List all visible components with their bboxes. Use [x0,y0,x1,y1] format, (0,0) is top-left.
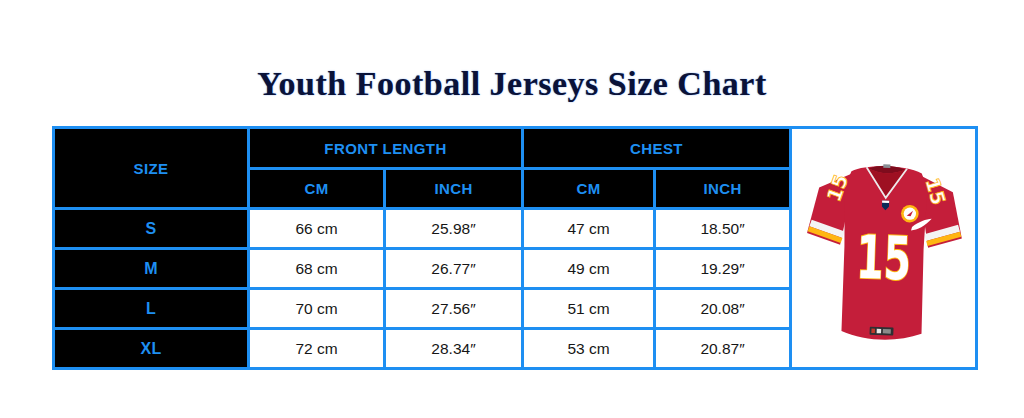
front-length-inch-cell: 27.56″ [385,289,523,329]
subheader-chest-cm: CM [523,169,655,209]
front-length-cm-cell: 70 cm [249,289,385,329]
subheader-front-inch: INCH [385,169,523,209]
col-header-size: SIZE [54,128,249,209]
subheader-chest-inch: INCH [655,169,791,209]
size-cell: S [54,209,249,249]
jersey-chest-number: 15 [855,222,912,294]
size-cell: L [54,289,249,329]
chest-cm-cell: 49 cm [523,249,655,289]
collar-tag [883,164,890,168]
chest-inch-cell: 18.50″ [655,209,791,249]
chest-inch-cell: 19.29″ [655,249,791,289]
col-header-chest: CHEST [523,128,791,169]
front-length-cm-cell: 72 cm [249,329,385,369]
col-header-front-length: FRONT LENGTH [249,128,523,169]
chest-cm-cell: 53 cm [523,329,655,369]
page-title: Youth Football Jerseys Size Chart [0,65,1024,103]
front-length-inch-cell: 26.77″ [385,249,523,289]
size-cell: XL [54,329,249,369]
size-cell: M [54,249,249,289]
chest-inch-cell: 20.08″ [655,289,791,329]
jersey-photo: 15 15 15 [792,129,975,367]
subheader-front-cm: CM [249,169,385,209]
front-length-cm-cell: 68 cm [249,249,385,289]
chest-cm-cell: 47 cm [523,209,655,249]
jersey-photo-cell: 15 15 15 [791,128,977,369]
chest-cm-cell: 51 cm [523,289,655,329]
size-chart-table: SIZE FRONT LENGTH CHEST [52,126,978,370]
jersey-illustration: 15 15 15 [796,136,972,360]
front-length-inch-cell: 25.98″ [385,209,523,249]
front-length-cm-cell: 66 cm [249,209,385,249]
jock-tag [869,327,893,336]
front-length-inch-cell: 28.34″ [385,329,523,369]
chest-inch-cell: 20.87″ [655,329,791,369]
